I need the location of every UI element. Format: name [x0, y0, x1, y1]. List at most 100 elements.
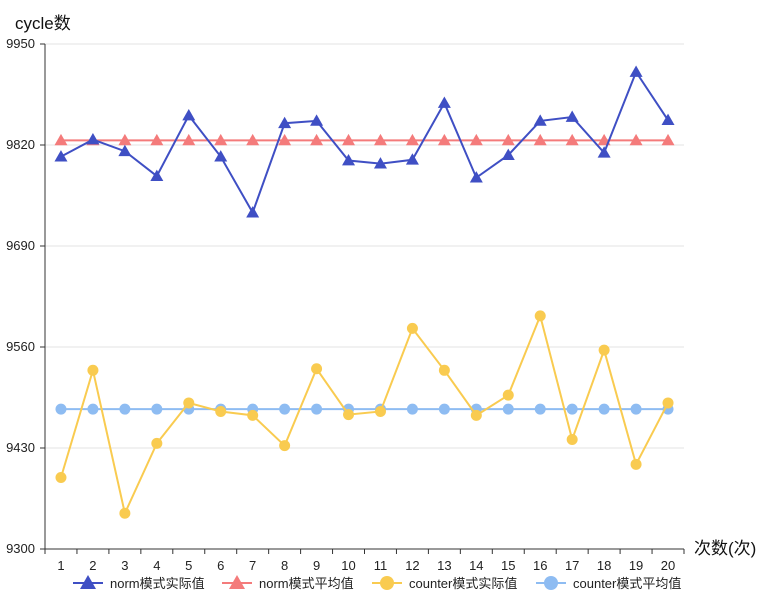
y-tick-label: 9300 [6, 541, 35, 556]
x-tick-label: 16 [533, 558, 547, 573]
data-point [630, 458, 642, 470]
data-point [438, 364, 450, 376]
data-point [183, 397, 195, 409]
data-point [502, 403, 514, 415]
data-point [278, 116, 292, 129]
data-point [342, 154, 356, 166]
legend-marker [544, 576, 558, 590]
grid-lines [45, 43, 684, 449]
legend-item-3[interactable]: counter模式实际值 [372, 576, 517, 591]
x-tick-labels: 1 2 3 4 5 6 7 8 9 10 11 12 13 14 15 16 17 18 19 20 [44, 549, 685, 573]
data-point [469, 171, 483, 183]
data-point [246, 206, 260, 218]
data-point [629, 133, 643, 146]
data-point [598, 403, 610, 415]
x-tick-label: 11 [374, 558, 388, 573]
data-point [534, 310, 546, 322]
x-tick-label: 20 [661, 558, 675, 573]
legend-label: norm模式平均值 [259, 576, 354, 591]
data-point [406, 322, 418, 334]
data-point [118, 144, 132, 157]
legend-label: counter模式平均值 [573, 576, 681, 591]
data-point [311, 403, 323, 415]
data-point [661, 113, 675, 126]
legend-item-1[interactable]: norm模式实际值 [73, 575, 205, 591]
legend-marker [380, 576, 394, 590]
data-point [86, 133, 100, 145]
data-point [629, 65, 643, 77]
y-tick-label: 9820 [6, 137, 35, 152]
data-point [501, 133, 515, 146]
y-tick-labels: 9300 9430 9560 9690 9820 9950 [6, 36, 45, 556]
data-point [55, 472, 67, 484]
data-point [214, 133, 228, 146]
data-point [630, 403, 642, 415]
legend-item-2[interactable]: norm模式平均值 [222, 575, 354, 591]
x-tick-label: 8 [281, 558, 288, 573]
x-tick-label: 14 [469, 558, 483, 573]
series-line [60, 69, 669, 215]
series-2 [54, 133, 675, 146]
data-point [598, 344, 610, 356]
legend-label: norm模式实际值 [110, 576, 205, 591]
legend[interactable]: norm模式实际值 norm模式平均值 counter模式实际值 counter模式平… [73, 575, 681, 591]
data-point [54, 150, 68, 162]
x-tick-label: 18 [597, 558, 611, 573]
series-layer [54, 65, 675, 519]
data-point [119, 403, 131, 415]
data-point [469, 133, 483, 146]
data-point [373, 133, 387, 146]
x-tick-label: 4 [153, 558, 160, 573]
legend-marker [80, 575, 96, 589]
data-point [597, 146, 611, 158]
data-point [279, 440, 291, 452]
data-point [565, 110, 579, 122]
data-point [150, 133, 164, 146]
legend-marker [229, 575, 245, 589]
data-point [566, 403, 578, 415]
data-point [246, 133, 260, 146]
x-tick-label: 12 [405, 558, 419, 573]
legend-label: counter模式实际值 [409, 576, 517, 591]
data-point [311, 363, 323, 375]
x-tick-label: 1 [57, 558, 64, 573]
x-tick-label: 9 [313, 558, 320, 573]
data-point [405, 133, 419, 146]
data-point [151, 403, 163, 415]
data-point [533, 114, 547, 126]
data-point [87, 364, 99, 376]
data-point [215, 405, 227, 417]
y-tick-label: 9690 [6, 238, 35, 253]
data-point [118, 133, 132, 146]
x-tick-label: 6 [217, 558, 224, 573]
x-tick-label: 10 [341, 558, 355, 573]
data-point [405, 153, 419, 165]
data-point [437, 133, 451, 146]
data-point [151, 437, 163, 449]
data-point [662, 397, 674, 409]
data-point [438, 403, 450, 415]
x-tick-label: 17 [565, 558, 579, 573]
data-point [373, 157, 387, 169]
series-1 [54, 65, 675, 218]
series-3 [55, 310, 674, 519]
data-point [406, 403, 418, 415]
data-point [566, 433, 578, 445]
y-axis-title: cycle数 [15, 14, 71, 33]
data-point [310, 114, 324, 126]
data-point [182, 133, 196, 146]
x-tick-label: 2 [89, 558, 96, 573]
data-point [182, 108, 196, 121]
data-point [534, 403, 546, 415]
x-tick-label: 3 [121, 558, 128, 573]
data-point [342, 133, 356, 146]
data-point [247, 409, 259, 421]
data-point [437, 96, 451, 108]
data-point [87, 403, 99, 415]
data-point [310, 133, 324, 146]
data-point [150, 169, 164, 181]
data-point [374, 405, 386, 417]
data-point [343, 409, 355, 421]
legend-item-4[interactable]: counter模式平均值 [536, 576, 681, 591]
